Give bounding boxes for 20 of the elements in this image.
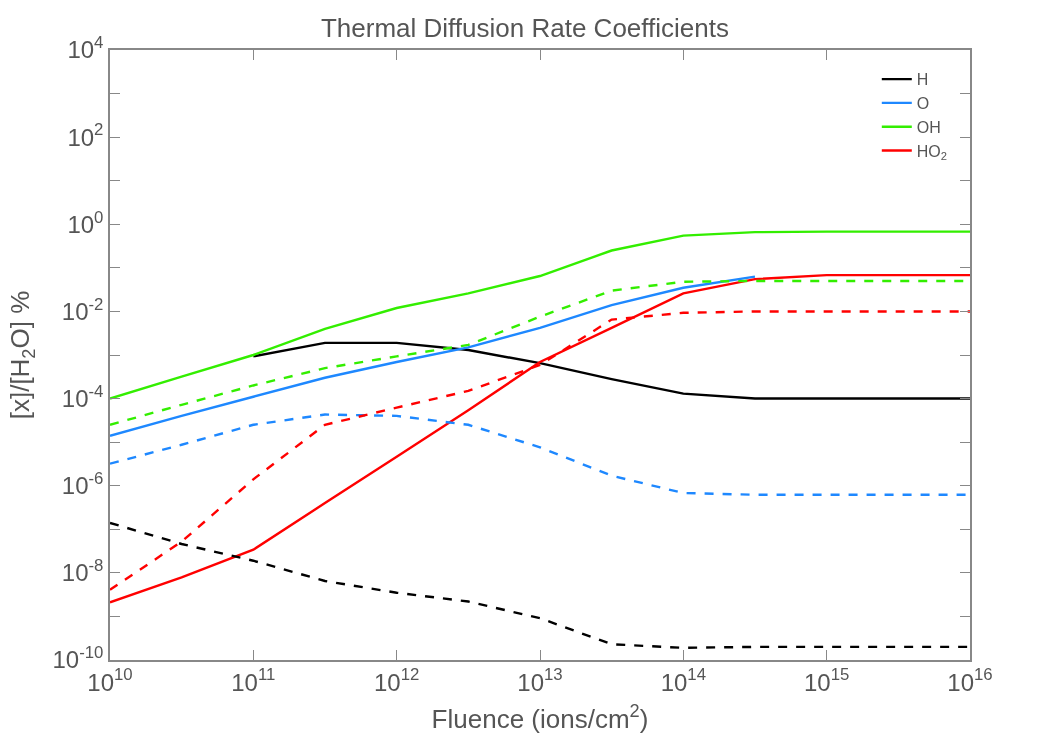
x-tick-label: 10$^{13}$ xyxy=(517,665,563,696)
legend-label: O xyxy=(916,95,930,113)
x-tick-label: 10$^{14}$ xyxy=(660,665,707,696)
legend-label: H xyxy=(916,71,929,89)
legend-label: HO$_{2}$ xyxy=(916,142,948,163)
x-tick-label: 10$^{16}$ xyxy=(947,665,993,696)
y-tick-label: 10$^{4}$ xyxy=(67,33,104,64)
x-tick-label: 10$^{15}$ xyxy=(803,665,850,696)
y-tick-label: 10$^{-2}$ xyxy=(61,294,104,325)
y-tick-label: 10$^{-4}$ xyxy=(61,381,104,412)
line-series xyxy=(110,275,757,437)
y-tick-label: 10$^{-8}$ xyxy=(61,556,104,587)
y-tick-label: 10$^{2}$ xyxy=(67,120,104,151)
y-tick-label: 10$^{-6}$ xyxy=(61,469,104,500)
chart-title: Thermal Diffusion Rate Coefficients xyxy=(320,12,730,43)
x-tick-label: 10$^{11}$ xyxy=(231,665,276,696)
x-axis-title: Fluence (ions/cm$^{2}$) xyxy=(431,700,649,734)
legend-label: OH xyxy=(916,118,941,136)
y-tick-label: 10$^{0}$ xyxy=(67,207,104,238)
x-tick-label: 10$^{12}$ xyxy=(373,665,420,696)
